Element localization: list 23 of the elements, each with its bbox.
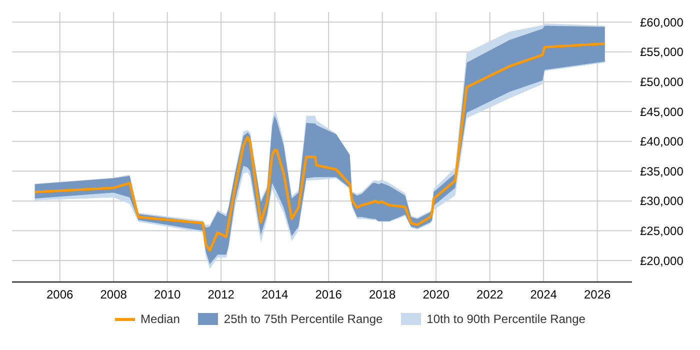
legend-label: 10th to 90th Percentile Range: [426, 312, 586, 326]
x-tick-label: 2012: [208, 288, 235, 302]
x-tick-label: 2022: [476, 288, 504, 302]
y-tick-label: £60,000: [640, 15, 684, 30]
y-tick-label: £25,000: [640, 224, 684, 238]
y-tick-label: £45,000: [640, 104, 684, 119]
x-tick-label: 2018: [368, 288, 396, 302]
y-tick-label: £55,000: [640, 45, 684, 60]
y-tick-label: £40,000: [640, 134, 684, 149]
legend-label: 25th to 75th Percentile Range: [224, 312, 383, 326]
y-tick-label: £50,000: [640, 74, 684, 89]
y-tick-label: £30,000: [640, 194, 684, 208]
x-tick-label: 2016: [315, 288, 342, 302]
x-tick-label: 2010: [154, 288, 182, 302]
y-tick-label: £20,000: [640, 254, 684, 268]
x-tick-label: 2008: [100, 288, 128, 302]
x-tick-label: 2024: [530, 288, 558, 302]
x-tick-label: 2020: [422, 288, 450, 302]
x-tick-label: 2014: [261, 288, 289, 302]
x-tick-label: 2006: [46, 288, 74, 302]
legend-label: Median: [140, 312, 180, 326]
y-tick-label: £35,000: [640, 164, 684, 178]
x-tick-label: 2026: [584, 288, 611, 302]
